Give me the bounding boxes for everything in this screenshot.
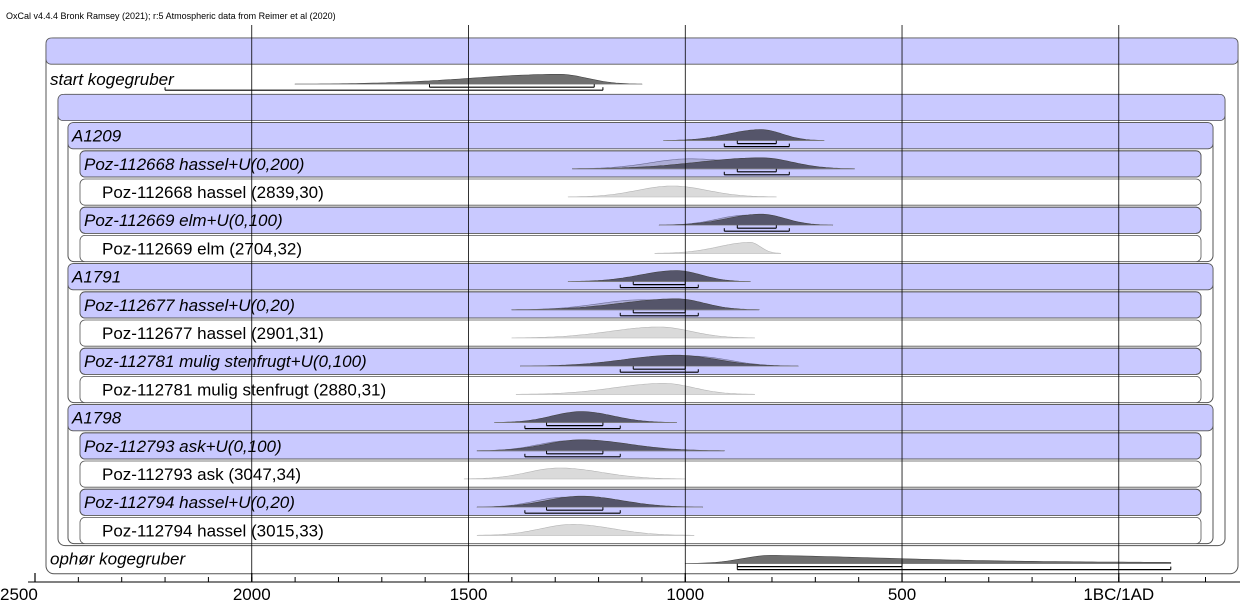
row-box [79,150,1202,178]
likelihood-dist [476,524,695,536]
x-axis: 2500 2000 1500 1000 500 1BC/1AD [0,573,1240,602]
plot-row: Poz-112794 hassel (3015,33) [79,517,1202,545]
axis-tick-label: 2500 [0,585,38,602]
plot-row: Poz-112677 hassel (2901,31) [79,319,1202,347]
row-label: Poz-112668 hassel+U(0,200) [84,155,304,174]
axis-tick-label: 1BC/1AD [1083,585,1154,602]
plot-row: Poz-112793 ask+U(0,100) [79,432,1202,460]
likelihood-dist [463,467,686,480]
posterior-dist [476,495,703,508]
axis-tick-label: 500 [888,585,916,602]
row-label: Poz-112793 ask+U(0,100) [84,437,282,456]
row-label: Poz-112677 hassel (2901,31) [102,324,324,343]
row-box [79,291,1202,319]
posterior-dist [572,157,855,170]
plot-rows: start kogegruber A1209 Poz-112668 hassel+U… [45,37,1239,571]
likelihood-dist [567,185,777,198]
likelihood-dist [511,326,756,339]
plot-row: Poz-112668 hassel (2839,30) [79,178,1202,206]
row-box [79,488,1202,516]
row-band [67,122,1214,150]
plot-row: Poz-112669 elm (2704,32) [79,234,1202,262]
row-band [45,37,1239,65]
plot-row: start kogegruber [50,70,643,91]
row-label: Poz-112669 elm (2704,32) [102,239,302,258]
posterior-dist [520,354,799,367]
posterior-dist [663,129,825,141]
row-box [79,234,1202,262]
row-label: ophør kogegruber [50,550,186,569]
row-band [57,94,1226,122]
plot-row: Poz-112781 mulig stenfrugt (2880,31) [79,375,1202,403]
row-label: A1209 [71,127,122,146]
posterior-dist [684,555,1172,564]
posterior-dist [567,270,751,282]
plot-row: A1791 [67,263,1214,291]
plot-row: Poz-112793 ask (3047,34) [79,460,1202,488]
row-box [79,517,1202,545]
axis-tick-label: 1500 [450,585,488,602]
plot-row: Poz-112677 hassel+U(0,20) [79,291,1202,319]
row-label: Poz-112668 hassel (2839,30) [102,183,324,202]
axis-tick-label: 1000 [666,585,704,602]
row-label: Poz-112781 mulig stenfrugt+U(0,100) [84,352,367,371]
plot-row: Poz-112781 mulig stenfrugt+U(0,100) [79,347,1202,375]
row-band [67,404,1214,432]
row-label: Poz-112794 hassel (3015,33) [102,521,324,540]
plot-row [57,94,1226,122]
row-box [79,206,1202,234]
posterior-dist [494,411,677,423]
row-label: Poz-112669 elm+U(0,100) [84,211,283,230]
row-label: Poz-112677 hassel+U(0,20) [84,296,295,315]
row-label: A1791 [71,268,121,287]
row-label: Poz-112781 mulig stenfrugt (2880,31) [102,380,386,399]
axis-tick-label: 2000 [233,585,271,602]
plot-row: Poz-112669 elm+U(0,100) [79,206,1202,234]
likelihood-dist [515,383,756,395]
row-label: Poz-112793 ask (3047,34) [102,465,301,484]
row-label: A1798 [71,409,122,428]
plot-row: ophør kogegruber [50,550,1172,571]
posterior-dist [511,298,760,311]
row-label: start kogegruber [50,70,175,89]
plot-row: A1209 [67,122,1214,150]
row-box [79,347,1202,375]
plot-row: A1798 [67,404,1214,432]
posterior-dist [476,439,725,452]
plot-row [45,37,1239,65]
row-box [79,460,1202,488]
plot-row: Poz-112668 hassel+U(0,200) [79,150,1202,178]
posterior-dist [658,213,834,226]
gridlines [251,25,1120,582]
credit-text: OxCal v4.4.4 Bronk Ramsey (2021); r:5 At… [6,11,336,21]
row-label: Poz-112794 hassel+U(0,20) [84,493,295,512]
row-box [79,432,1202,460]
likelihood-dist [654,242,782,254]
plot-row: Poz-112794 hassel+U(0,20) [79,488,1202,516]
